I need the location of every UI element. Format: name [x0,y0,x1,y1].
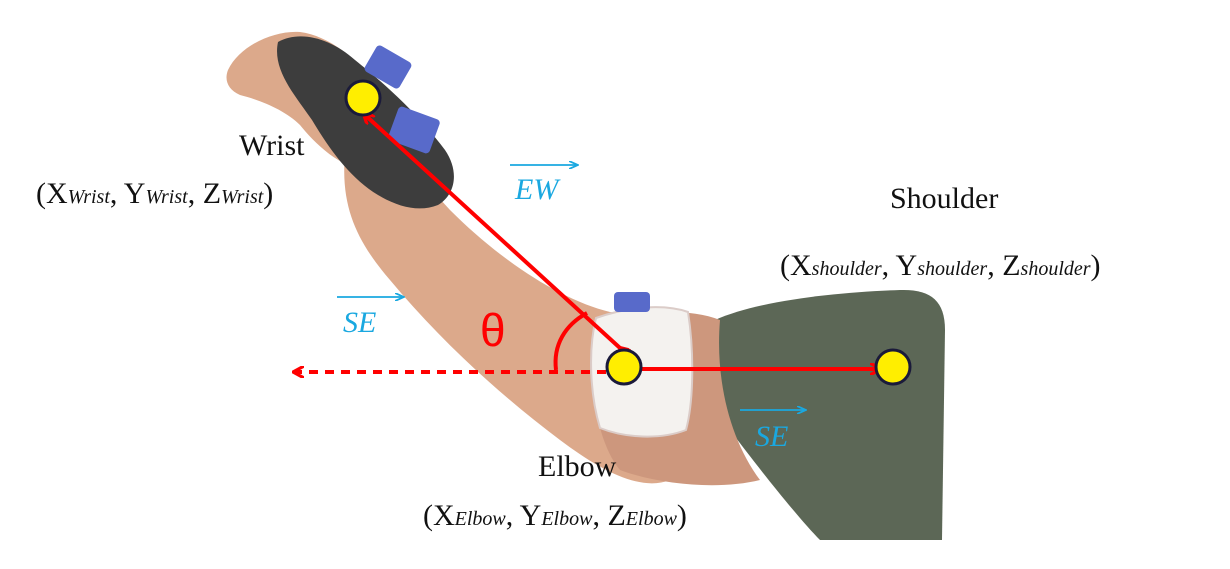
vector-arrows [294,114,880,372]
wrist-coordinates: (XWrist, YWrist, ZWrist) [36,177,273,210]
shoulder-coordinates: (Xshoulder, Yshoulder, Zshoulder) [780,249,1101,282]
shoulder-label: Shoulder [890,182,998,215]
joints [344,79,912,386]
ew-arrow [364,114,620,348]
angle-arc [553,311,588,371]
wrist-joint [344,79,382,117]
elbow-coordinates: (XElbow, YElbow, ZElbow) [423,499,687,532]
se-lower-vector-label: SE [755,420,788,453]
ew-vector-label: EW [514,173,561,206]
joint-labels: Wrist (XWrist, YWrist, ZWrist) Shoulder … [36,129,1101,532]
angle-theta: θ [480,304,506,356]
wrist-label: Wrist [239,129,305,162]
sensor-block [364,45,412,89]
vector-labels: EW SE SE [337,165,806,453]
se-left-vector-label: SE [343,306,376,339]
elbow-joint [605,348,643,386]
elbow-label: Elbow [538,450,617,483]
shoulder-joint [874,348,912,386]
